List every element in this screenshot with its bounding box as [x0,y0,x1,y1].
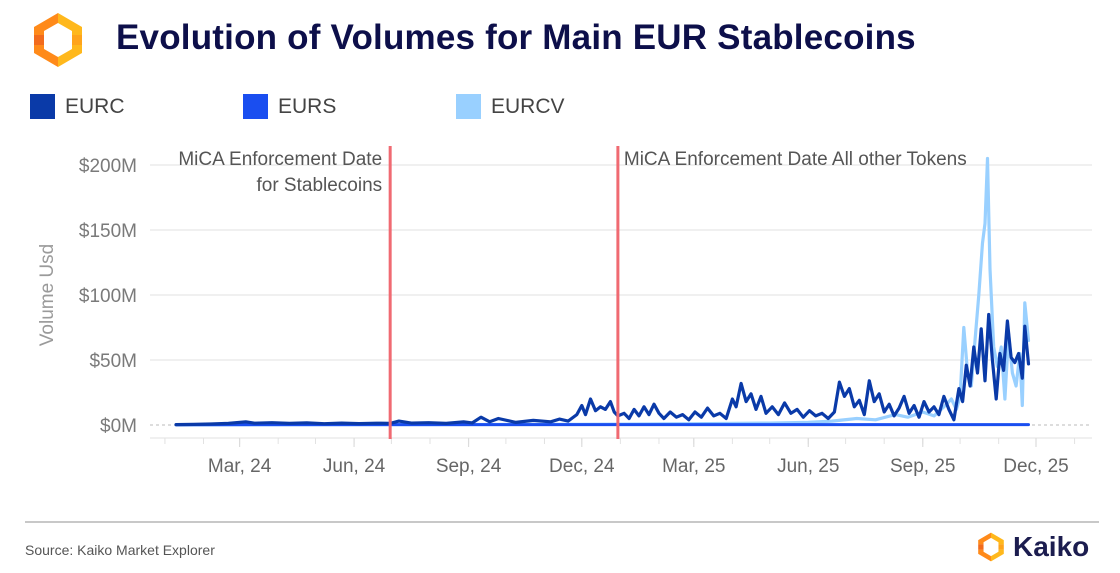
x-tick-label: Sep, 24 [436,456,502,477]
y-axis: $0M $50M $100M $150M $200M [79,156,137,437]
kaiko-logo-icon [34,13,82,67]
legend-item-eurc[interactable]: EURC [30,94,125,119]
source-note: Source: Kaiko Market Explorer [25,542,215,558]
series-line-eurcv [174,156,1031,427]
y-tick-label: $50M [89,351,137,372]
kaiko-mark-icon [978,532,1004,562]
y-tick-label: $150M [79,221,137,242]
x-tick-label: Jun, 25 [777,456,839,477]
y-tick-label: $200M [79,156,137,177]
x-tick-label: Mar, 25 [662,456,725,477]
x-tick-label: Dec, 25 [1003,456,1068,477]
y-axis-title: Volume Usd [37,244,58,346]
x-tick-label: Sep, 25 [890,456,956,477]
brand-logo: Kaiko [975,531,1089,563]
chart-title: Evolution of Volumes for Main EUR Stable… [116,18,916,57]
x-axis: Mar, 24 Jun, 24 Sep, 24 Dec, 24 Mar, 25 Jun, … [150,437,1092,477]
volume-line-chart: Mar, 24 Jun, 24 Sep, 24 Dec, 24 Mar, 25 Jun, … [37,146,1092,477]
annotation-label: MiCA Enforcement Date All other Tokens [624,149,967,170]
x-tick-label: Jun, 24 [323,456,386,477]
legend-label: EURC [65,94,125,118]
y-tick-label: $100M [79,286,137,307]
brand-name: Kaiko [1013,531,1090,562]
legend-swatch-eurc [30,94,55,119]
x-tick-label: Mar, 24 [208,456,272,477]
annotation-label: for Stablecoins [256,175,382,196]
legend-item-eurcv[interactable]: EURCV [456,94,565,119]
legend-swatch-eurcv [456,94,481,119]
annotation-label: MiCA Enforcement Date [178,149,382,170]
legend-label: EURCV [491,94,565,118]
legend-label: EURS [278,94,337,118]
legend-swatch-eurs [243,94,268,119]
footer-divider [25,521,1099,523]
series-line-eurc [174,312,1031,427]
legend-item-eurs[interactable]: EURS [243,94,336,119]
series-lines [174,156,1031,427]
y-tick-label: $0M [100,416,137,437]
x-tick-label: Dec, 24 [549,456,615,477]
gridlines [150,164,1092,426]
annotations: MiCA Enforcement Date for Stablecoins MiCA… [178,146,967,439]
